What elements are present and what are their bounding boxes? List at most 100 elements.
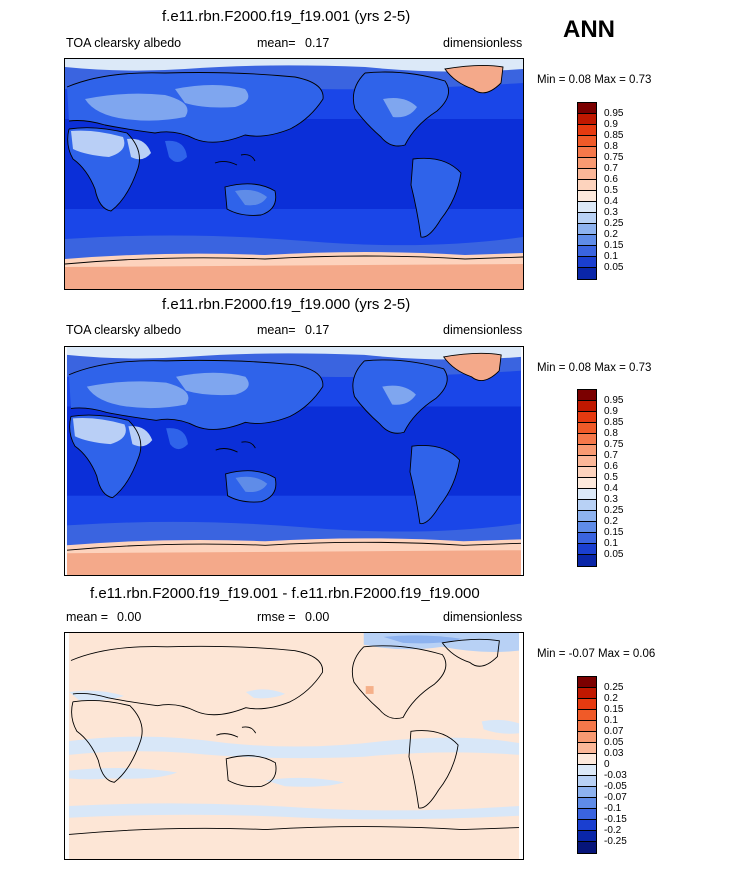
colorbar-swatch	[578, 202, 596, 213]
panel-3-mean-label: mean =	[66, 610, 109, 624]
colorbar-tick-label: 0.2	[604, 693, 618, 704]
season-label: ANN	[563, 16, 615, 43]
panel-3-rmse-value: 0.00	[305, 610, 330, 624]
colorbar-tick-label: 0.25	[604, 682, 624, 693]
colorbar-swatch	[578, 820, 596, 831]
colorbar-swatch	[578, 677, 596, 688]
colorbar-tick-label: 0.85	[604, 417, 624, 428]
colorbar-tick-label: -0.1	[604, 803, 622, 814]
colorbar-tick-label: 0.25	[604, 505, 624, 516]
colorbar-swatch	[578, 169, 596, 180]
colorbar-swatch	[578, 246, 596, 257]
colorbar-swatch	[578, 555, 596, 566]
colorbar-tick-label: 0.2	[604, 516, 618, 527]
colorbar-tick-label: -0.15	[604, 814, 627, 825]
colorbar-tick-label: 0.1	[604, 715, 618, 726]
colorbar-swatch	[578, 423, 596, 434]
colorbar-tick-label: 0.9	[604, 406, 618, 417]
panel-1-mean-value: 0.17	[305, 36, 330, 50]
colorbar-swatch	[578, 765, 596, 776]
colorbar-swatch	[578, 544, 596, 555]
colorbar-tick-label: 0.7	[604, 163, 618, 174]
colorbar-tick-label: 0.8	[604, 141, 618, 152]
colorbar-tick-label: 0.6	[604, 461, 618, 472]
panel-1-range: Min = 0.08 Max = 0.73	[537, 74, 652, 86]
colorbar-swatch	[578, 500, 596, 511]
colorbar-tick-label: -0.05	[604, 781, 627, 792]
colorbar-tick-label: 0.8	[604, 428, 618, 439]
colorbar-swatch	[578, 268, 596, 279]
colorbar-swatch	[578, 842, 596, 853]
colorbar-swatch	[578, 456, 596, 467]
colorbar-swatch	[578, 180, 596, 191]
panel-3-difference-field	[68, 633, 520, 859]
panel-2-mean-label: mean=	[257, 323, 296, 337]
colorbar-swatch	[578, 754, 596, 765]
colorbar-swatch	[578, 710, 596, 721]
panel-3-title: f.e11.rbn.F2000.f19_f19.001 - f.e11.rbn.…	[90, 585, 480, 602]
colorbar-swatch	[578, 688, 596, 699]
panel-2-albedo-field	[66, 347, 522, 575]
colorbar-swatch	[578, 445, 596, 456]
colorbar-swatch	[578, 776, 596, 787]
colorbar-tick-label: 0.95	[604, 395, 624, 406]
panel-1-mean-label: mean=	[257, 36, 296, 50]
colorbar-tick-label: 0.05	[604, 262, 624, 273]
colorbar-tick-label: 0.07	[604, 726, 624, 737]
colorbar-tick-label: 0.4	[604, 196, 618, 207]
panel-2-map	[64, 346, 524, 576]
panel-1-map	[64, 58, 524, 290]
colorbar-tick-label: 0.15	[604, 527, 624, 538]
colorbar-tick-label: -0.2	[604, 825, 622, 836]
colorbar-tick-label: 0.95	[604, 108, 624, 119]
panel-2-variable: TOA clearsky albedo	[66, 323, 182, 337]
colorbar-tick-label: 0.05	[604, 737, 624, 748]
colorbar-swatch	[578, 831, 596, 842]
colorbar-swatch	[578, 699, 596, 710]
colorbar-swatch	[578, 224, 596, 235]
colorbar-swatch	[578, 257, 596, 268]
colorbar-tick-label: -0.03	[604, 770, 627, 781]
colorbar-swatch	[578, 787, 596, 798]
colorbar-tick-label: 0.25	[604, 218, 624, 229]
colorbar-tick-label: -0.07	[604, 792, 627, 803]
panel-1-variable: TOA clearsky albedo	[66, 36, 182, 50]
colorbar-tick-label: 0.3	[604, 207, 618, 218]
colorbar-tick-label: 0.5	[604, 185, 618, 196]
colorbar-swatch	[578, 732, 596, 743]
colorbar-tick-label: 0	[604, 759, 610, 770]
colorbar-swatch	[578, 489, 596, 500]
panel-2-colorbar	[577, 389, 597, 567]
colorbar-swatch	[578, 798, 596, 809]
colorbar-swatch	[578, 721, 596, 732]
panel-1-albedo-field	[65, 59, 523, 289]
colorbar-swatch	[578, 125, 596, 136]
colorbar-swatch	[578, 235, 596, 246]
colorbar-tick-label: 0.1	[604, 538, 618, 549]
panel-3-units: dimensionless	[443, 610, 523, 624]
colorbar-tick-label: 0.1	[604, 251, 618, 262]
colorbar-swatch	[578, 390, 596, 401]
colorbar-tick-label: 0.9	[604, 119, 618, 130]
panel-1-title: f.e11.rbn.F2000.f19_f19.001 (yrs 2-5)	[162, 8, 411, 25]
colorbar-tick-label: 0.5	[604, 472, 618, 483]
panel-3-range: Min = -0.07 Max = 0.06	[537, 648, 656, 660]
colorbar-swatch	[578, 401, 596, 412]
panel-1-colorbar	[577, 102, 597, 280]
panel-2-mean-value: 0.17	[305, 323, 330, 337]
colorbar-swatch	[578, 158, 596, 169]
colorbar-tick-label: 0.3	[604, 494, 618, 505]
panel-3-colorbar	[577, 676, 597, 854]
colorbar-tick-label: 0.75	[604, 439, 624, 450]
panel-3-rmse-label: rmse =	[257, 610, 296, 624]
colorbar-tick-label: 0.7	[604, 450, 618, 461]
colorbar-tick-label: 0.05	[604, 549, 624, 560]
colorbar-swatch	[578, 522, 596, 533]
colorbar-tick-label: -0.25	[604, 836, 627, 847]
colorbar-tick-label: 0.15	[604, 704, 624, 715]
colorbar-swatch	[578, 809, 596, 820]
colorbar-swatch	[578, 434, 596, 445]
colorbar-tick-label: 0.4	[604, 483, 618, 494]
colorbar-tick-label: 0.03	[604, 748, 624, 759]
colorbar-swatch	[578, 136, 596, 147]
